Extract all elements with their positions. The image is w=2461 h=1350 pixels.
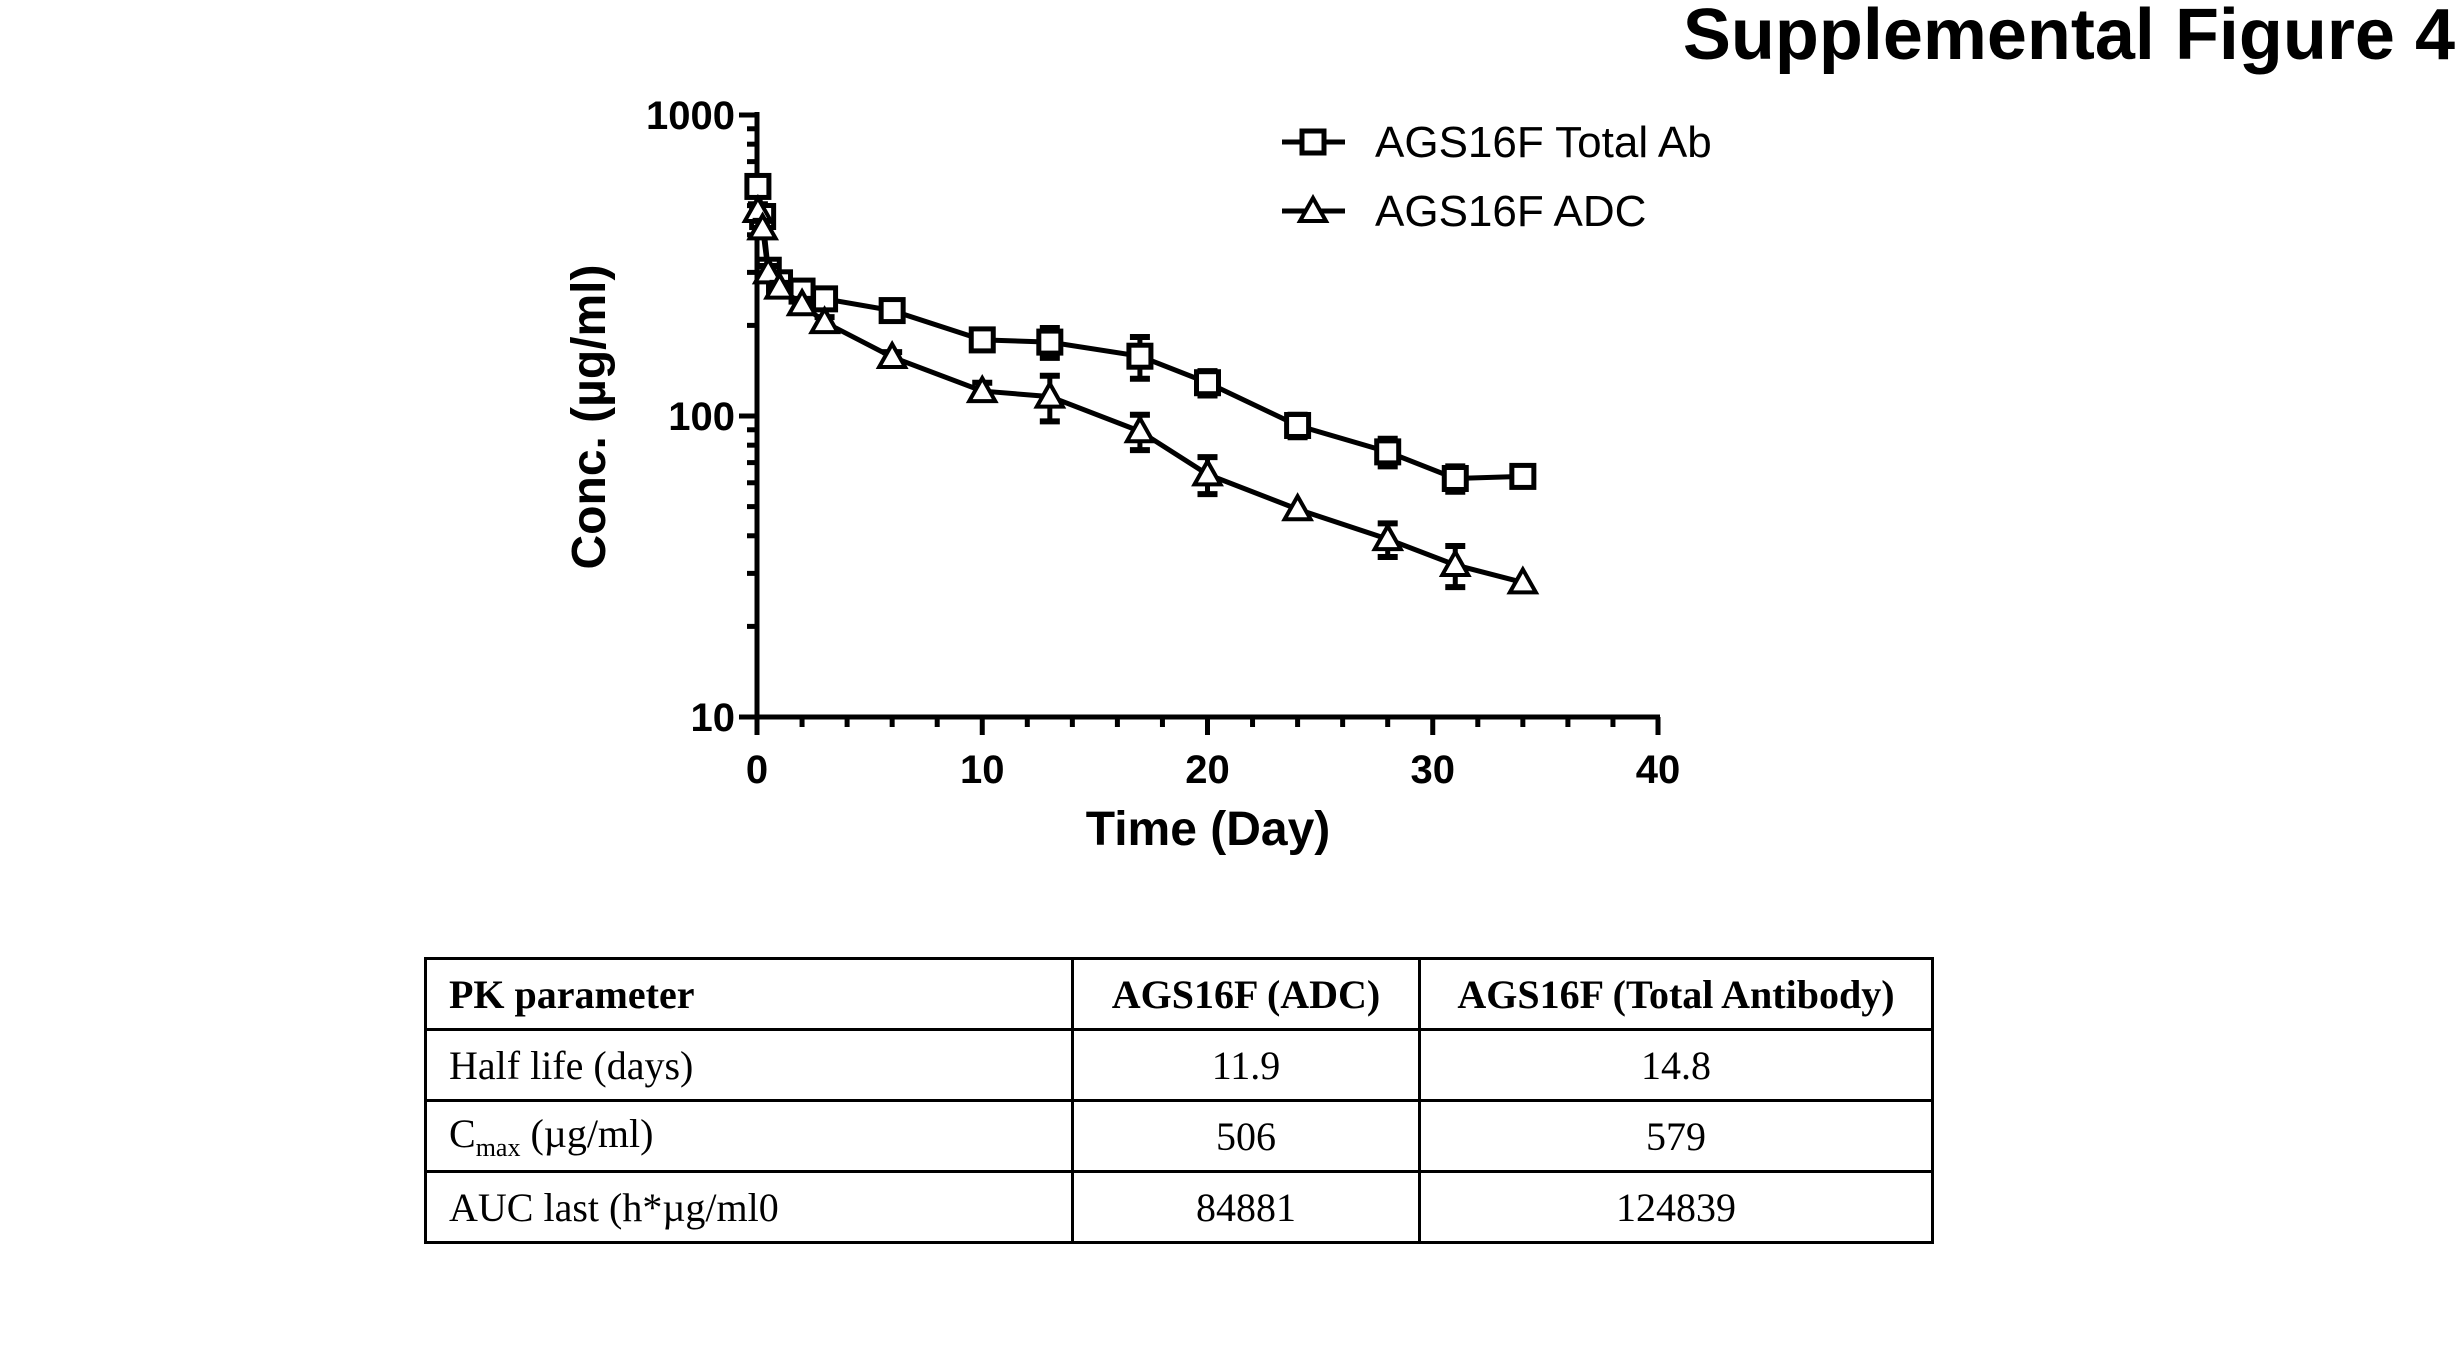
data-point-triangle — [746, 211, 780, 241]
data-point-triangle — [1371, 522, 1405, 552]
data-point-square — [1509, 462, 1537, 490]
data-point-triangle — [763, 270, 796, 300]
data-point-square — [1299, 128, 1327, 156]
data-point-triangle — [1281, 492, 1315, 522]
data-point-triangle — [808, 305, 842, 335]
x-tick-label: 30 — [1411, 748, 1456, 792]
table-header-row: PK parameter AGS16F (ADC) AGS16F (Total … — [424, 957, 1934, 1031]
data-point-triangle — [751, 255, 785, 285]
label-rest: (µg/ml) — [520, 1110, 654, 1156]
series-line — [755, 210, 1524, 585]
y-tick-label: 100 — [668, 395, 735, 439]
legend: AGS16F Total Ab AGS16F ADC — [1282, 118, 1712, 236]
data-point-triangle — [785, 287, 819, 317]
table-row: Cmax (µg/ml) 506 579 — [424, 1099, 1934, 1173]
data-point-square — [1126, 342, 1154, 370]
pk-table: PK parameter AGS16F (ADC) AGS16F (Total … — [424, 957, 1934, 1244]
data-point-triangle — [875, 339, 909, 370]
label-sub: max — [475, 1132, 521, 1162]
data-point-square — [1036, 328, 1064, 356]
legend-label: AGS16F Total Ab — [1375, 118, 1712, 167]
x-axis-label: Time (Day) — [1086, 803, 1331, 856]
data-point-square — [1194, 369, 1221, 397]
y-axis-label: Conc. (µg/ml) — [563, 265, 616, 570]
data-point-square — [878, 297, 906, 325]
header-cell: PK parameter — [424, 957, 1074, 1031]
total-value: 124839 — [1418, 1170, 1934, 1244]
series-triangle — [741, 193, 1540, 595]
data-point-triangle — [1296, 193, 1330, 223]
x-tick-label: 40 — [1636, 748, 1681, 792]
table-row: AUC last (h*µg/ml0 84881 124839 — [424, 1170, 1934, 1244]
legend-label: AGS16F ADC — [1375, 187, 1646, 236]
x-tick-label: 0 — [746, 748, 768, 792]
table-row: Half life (days) 11.9 14.8 — [424, 1028, 1934, 1102]
data-point-triangle — [1033, 379, 1067, 409]
adc-value: 11.9 — [1071, 1028, 1421, 1102]
x-tick-label: 10 — [960, 748, 1005, 792]
y-tick-label: 1000 — [646, 94, 735, 138]
total-value: 579 — [1418, 1099, 1934, 1173]
data-point-square — [1284, 411, 1312, 439]
header-cell: AGS16F (Total Antibody) — [1418, 957, 1934, 1031]
data-point-triangle — [1191, 457, 1224, 487]
data-point-triangle — [1506, 565, 1540, 595]
data-point-triangle — [965, 374, 999, 404]
y-tick-label: 10 — [691, 696, 736, 740]
data-point-square — [1374, 438, 1402, 466]
row-label: Half life (days) — [424, 1028, 1074, 1102]
total-value: 14.8 — [1418, 1028, 1934, 1102]
series-group — [741, 172, 1540, 595]
label-main: C — [449, 1110, 476, 1156]
x-tick-label: 20 — [1185, 748, 1230, 792]
figure-title: Supplemental Figure 4 — [1682, 0, 2455, 75]
data-point-triangle — [1438, 547, 1472, 577]
adc-value: 506 — [1071, 1099, 1421, 1173]
header-cell: AGS16F (ADC) — [1071, 957, 1421, 1031]
data-point-triangle — [1123, 414, 1157, 444]
legend-item: AGS16F ADC — [1282, 187, 1646, 236]
data-point-square — [968, 326, 996, 354]
row-label: Cmax (µg/ml) — [424, 1099, 1074, 1173]
adc-value: 84881 — [1071, 1170, 1421, 1244]
row-label: AUC last (h*µg/ml0 — [424, 1170, 1074, 1244]
data-point-square — [1441, 464, 1469, 492]
legend-item: AGS16F Total Ab — [1282, 118, 1712, 167]
